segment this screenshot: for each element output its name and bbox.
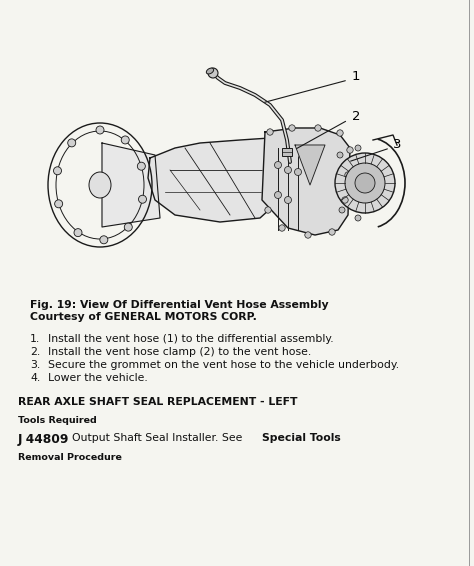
Circle shape — [355, 145, 361, 151]
Circle shape — [138, 195, 146, 203]
Text: Fig. 19: View Of Differential Vent Hose Assembly: Fig. 19: View Of Differential Vent Hose … — [30, 300, 328, 310]
Circle shape — [54, 167, 62, 175]
Text: Install the vent hose clamp (2) to the vent hose.: Install the vent hose clamp (2) to the v… — [48, 347, 311, 357]
Circle shape — [355, 173, 375, 193]
Text: Tools Required: Tools Required — [18, 416, 97, 425]
Text: 4.: 4. — [30, 373, 40, 383]
Text: 3: 3 — [393, 139, 401, 152]
Circle shape — [284, 166, 292, 174]
Circle shape — [100, 236, 108, 244]
Circle shape — [121, 136, 129, 144]
Circle shape — [274, 161, 282, 169]
Text: Install the vent hose (1) to the differential assembly.: Install the vent hose (1) to the differe… — [48, 334, 334, 344]
Circle shape — [347, 147, 353, 153]
Text: 2.: 2. — [30, 347, 40, 357]
Circle shape — [96, 126, 104, 134]
Text: 3.: 3. — [30, 360, 40, 370]
Circle shape — [294, 169, 301, 175]
Circle shape — [279, 225, 285, 231]
Circle shape — [265, 207, 271, 213]
Circle shape — [137, 162, 146, 170]
Text: Courtesy of GENERAL MOTORS CORP.: Courtesy of GENERAL MOTORS CORP. — [30, 312, 257, 322]
Text: Removal Procedure: Removal Procedure — [18, 453, 122, 462]
Circle shape — [267, 129, 273, 135]
Circle shape — [208, 68, 218, 78]
Circle shape — [329, 229, 335, 235]
Circle shape — [337, 152, 343, 158]
Ellipse shape — [89, 172, 111, 198]
Text: REAR AXLE SHAFT SEAL REPLACEMENT - LEFT: REAR AXLE SHAFT SEAL REPLACEMENT - LEFT — [18, 397, 298, 407]
Bar — [282, 148, 292, 156]
Circle shape — [274, 191, 282, 199]
Circle shape — [315, 125, 321, 131]
Circle shape — [124, 223, 132, 231]
Circle shape — [342, 197, 348, 203]
Polygon shape — [102, 143, 160, 227]
Text: Special Tools: Special Tools — [262, 433, 341, 443]
Polygon shape — [295, 145, 325, 185]
Text: Output Shaft Seal Installer. See: Output Shaft Seal Installer. See — [72, 433, 246, 443]
Circle shape — [55, 200, 63, 208]
Polygon shape — [262, 128, 350, 235]
Circle shape — [355, 215, 361, 221]
Text: Secure the grommet on the vent hose to the vehicle underbody.: Secure the grommet on the vent hose to t… — [48, 360, 399, 370]
Circle shape — [74, 229, 82, 237]
Text: 1.: 1. — [30, 334, 40, 344]
Circle shape — [345, 172, 351, 178]
Circle shape — [289, 125, 295, 131]
Text: .: . — [335, 433, 338, 443]
Circle shape — [284, 196, 292, 204]
Text: 2: 2 — [352, 110, 361, 123]
Circle shape — [337, 130, 343, 136]
Polygon shape — [148, 138, 300, 222]
Ellipse shape — [206, 68, 214, 74]
Text: Lower the vehicle.: Lower the vehicle. — [48, 373, 148, 383]
Text: 1: 1 — [352, 71, 361, 84]
Circle shape — [335, 153, 395, 213]
Text: J 44809: J 44809 — [18, 433, 69, 446]
Circle shape — [345, 163, 385, 203]
Circle shape — [339, 207, 345, 213]
Circle shape — [305, 232, 311, 238]
Circle shape — [68, 139, 76, 147]
